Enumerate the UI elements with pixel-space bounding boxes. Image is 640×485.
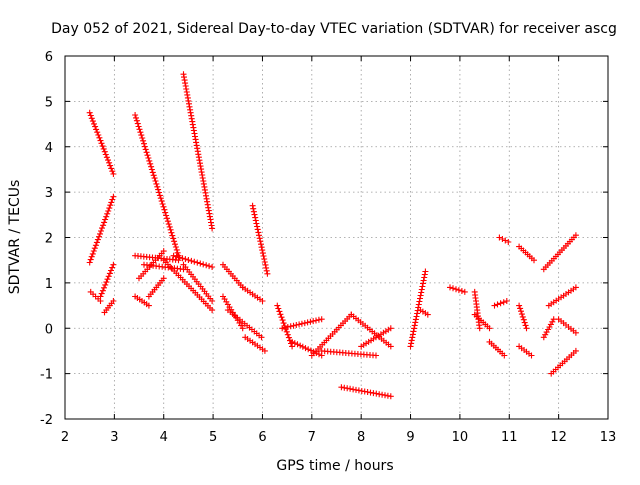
x-axis-label: GPS time / hours <box>276 458 393 474</box>
chart-title: Day 052 of 2021, Sidereal Day-to-day VTE… <box>51 21 617 37</box>
x-tick-label: 10 <box>452 430 469 445</box>
x-tick-label: 9 <box>406 430 414 445</box>
x-tick-label: 5 <box>209 430 217 445</box>
data-segment-43 <box>548 347 579 377</box>
y-tick-label: -1 <box>40 368 53 383</box>
data-segment-13 <box>170 252 216 270</box>
y-tick-label: 3 <box>45 186 53 201</box>
data-segment-5 <box>132 112 182 259</box>
y-tick-label: 0 <box>45 322 53 337</box>
x-tick-label: 3 <box>110 430 118 445</box>
y-tick-label: 2 <box>45 232 53 247</box>
data-segment-35 <box>491 298 510 309</box>
data-segment-33 <box>471 288 483 332</box>
data-segment-36 <box>496 234 512 245</box>
data-segment-28 <box>358 325 394 350</box>
data-segment-0 <box>86 109 117 177</box>
data-segment-41 <box>540 316 557 341</box>
data-segment-24 <box>308 311 355 359</box>
y-tick-label: 1 <box>45 277 53 292</box>
y-tick-label: 4 <box>45 141 53 156</box>
data-segment-7 <box>132 293 152 309</box>
data-segment-17 <box>224 307 265 341</box>
data-segment-12 <box>160 257 216 314</box>
data-segment-11 <box>180 71 216 232</box>
data-segment-25 <box>318 347 379 359</box>
data-segment-40 <box>540 232 579 273</box>
data-segment-44 <box>555 316 579 336</box>
x-tick-label: 13 <box>600 430 617 445</box>
x-tick-label: 7 <box>308 430 316 445</box>
data-segment-31 <box>447 284 468 295</box>
data-segment-3 <box>97 261 117 300</box>
data-segment-4 <box>101 298 117 316</box>
data-segment-30 <box>417 307 431 318</box>
data-segment-29 <box>407 268 429 350</box>
data-segment-42 <box>545 284 579 309</box>
data-segment-2 <box>87 288 104 304</box>
data-segment-15 <box>220 261 246 291</box>
data-segment-22 <box>279 316 325 332</box>
data-segment-21 <box>274 302 296 350</box>
x-tick-label: 11 <box>501 430 518 445</box>
x-tick-label: 12 <box>550 430 567 445</box>
y-axis-label: SDTVAR / TECUs <box>7 180 23 295</box>
x-tick-label: 2 <box>61 430 69 445</box>
data-segment-14 <box>180 261 216 304</box>
grid-layer <box>65 56 608 419</box>
data-segment-39 <box>516 343 535 359</box>
data-segment-26 <box>348 311 394 350</box>
data-segment-1 <box>86 193 117 266</box>
data-segment-37 <box>516 243 537 264</box>
x-tick-label: 4 <box>160 430 168 445</box>
y-tick-label: 6 <box>45 50 53 65</box>
data-segment-19 <box>242 334 268 354</box>
data-segment-27 <box>338 384 394 400</box>
x-tick-label: 6 <box>258 430 266 445</box>
y-tick-label: -2 <box>40 413 53 428</box>
data-segment-18 <box>239 284 266 304</box>
data-segment-34 <box>486 338 508 359</box>
x-tick-label: 8 <box>357 430 365 445</box>
data-segment-38 <box>516 302 530 332</box>
y-tick-label: 5 <box>45 95 53 110</box>
data-segment-8 <box>145 275 167 300</box>
data-segment-20 <box>249 202 271 277</box>
data-segment-9 <box>136 248 167 282</box>
data-points-layer <box>86 71 579 400</box>
